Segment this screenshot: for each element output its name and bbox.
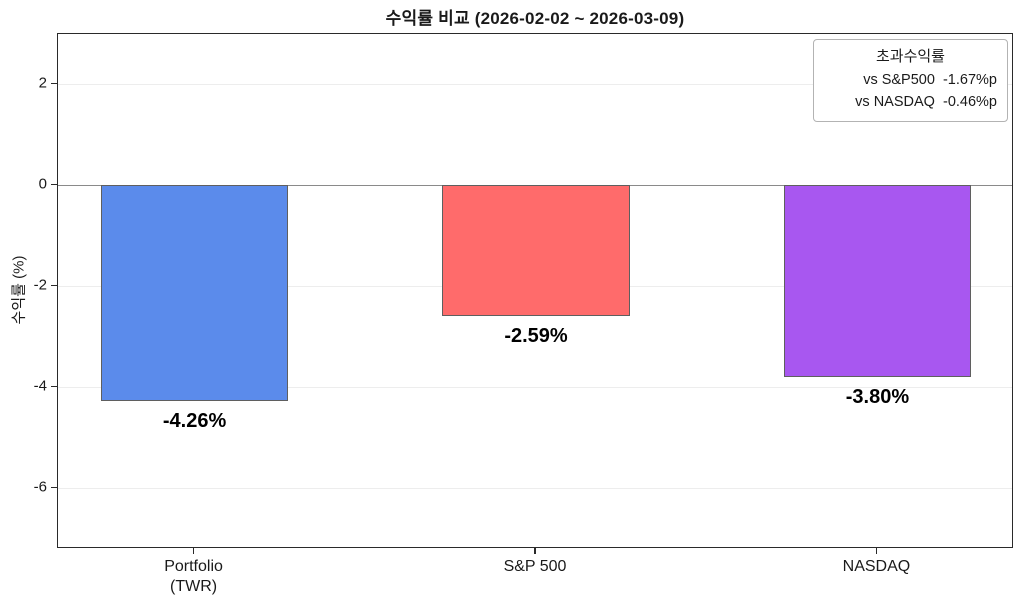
x-tick-mark (192, 548, 195, 554)
bar-value-label: -4.26% (162, 409, 227, 432)
excess-return-legend: 초과수익률 vs S&P500 -1.67%p vs NASDAQ -0.46%… (813, 39, 1008, 122)
x-tick-mark (875, 548, 878, 554)
legend-entry-sp500: vs S&P500 -1.67%p (863, 72, 997, 88)
grid-line (58, 83, 1012, 85)
bar-portfolio (100, 185, 289, 401)
grid-line (58, 487, 1012, 489)
chart-title: 수익률 비교 (2026-02-02 ~ 2026-03-09) (385, 9, 685, 28)
x-tick-label: S&P 500 (503, 558, 567, 575)
bar-value-label: -3.80% (845, 386, 910, 409)
grid-line (58, 386, 1012, 388)
x-tick-label: NASDAQ (842, 558, 911, 575)
y-tick-mark (51, 385, 57, 388)
x-tick-label: Portfolio (TWR) (164, 558, 223, 595)
x-tick-mark (534, 548, 536, 554)
y-tick-label: -2 (33, 276, 47, 294)
y-tick-label: 2 (38, 74, 47, 92)
bar-s-p-500 (442, 185, 630, 317)
y-tick-mark (51, 82, 57, 85)
legend-title: 초과수익률 (875, 48, 945, 65)
y-tick-mark (51, 486, 57, 489)
y-tick-label: -6 (33, 478, 47, 496)
bar-value-label: -2.59% (504, 325, 568, 348)
y-tick-label: 0 (38, 175, 47, 193)
y-tick-mark (51, 183, 57, 186)
y-tick-label: -4 (33, 377, 47, 395)
bar-nasdaq (783, 185, 972, 378)
legend-entry-nasdaq: vs NASDAQ -0.46%p (855, 94, 997, 111)
y-tick-mark (51, 284, 57, 287)
